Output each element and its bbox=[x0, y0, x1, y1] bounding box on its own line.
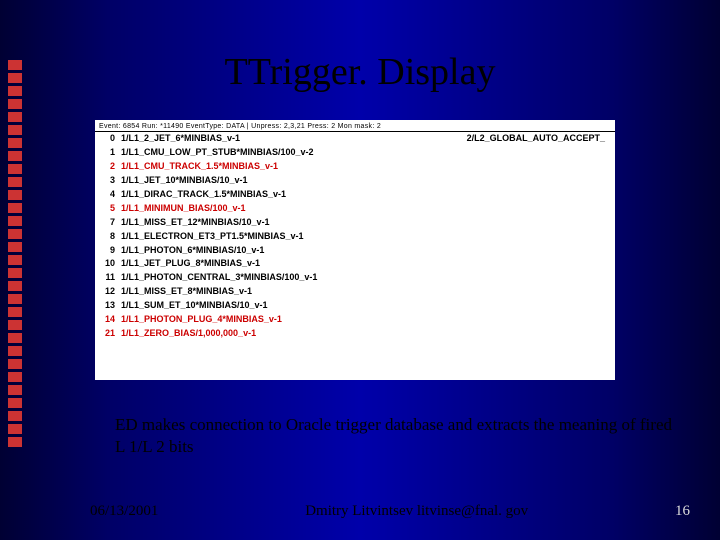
bullet bbox=[8, 99, 22, 109]
bullet bbox=[8, 359, 22, 369]
trigger-row: 31/L1_JET_10*MINBIAS/10_v-1 bbox=[95, 174, 615, 188]
bullet bbox=[8, 203, 22, 213]
bullet bbox=[8, 437, 22, 447]
row-index: 4 bbox=[99, 188, 121, 202]
row-text: 1/L1_PHOTON_6*MINBIAS/10_v-1 bbox=[121, 244, 611, 258]
footer-date: 06/13/2001 bbox=[90, 503, 158, 520]
row-index: 5 bbox=[99, 202, 121, 216]
bullet bbox=[8, 333, 22, 343]
row-index: 14 bbox=[99, 313, 121, 327]
trigger-row: 101/L1_JET_PLUG_8*MINBIAS_v-1 bbox=[95, 257, 615, 271]
bullet bbox=[8, 411, 22, 421]
bullet bbox=[8, 151, 22, 161]
bullet bbox=[8, 177, 22, 187]
row-index: 10 bbox=[99, 257, 121, 271]
row-index: 9 bbox=[99, 244, 121, 258]
footer-page: 16 bbox=[675, 503, 690, 520]
row-text: 1/L1_CMU_TRACK_1.5*MINBIAS_v-1 bbox=[121, 160, 611, 174]
trigger-row: 121/L1_MISS_ET_8*MINBIAS_v-1 bbox=[95, 285, 615, 299]
trigger-row: 11/L1_CMU_LOW_PT_STUB*MINBIAS/100_v-2 bbox=[95, 146, 615, 160]
row-text: 1/L1_MISS_ET_8*MINBIAS_v-1 bbox=[121, 285, 611, 299]
trigger-row: 111/L1_PHOTON_CENTRAL_3*MINBIAS/100_v-1 bbox=[95, 271, 615, 285]
row-text: 1/L1_DIRAC_TRACK_1.5*MINBIAS_v-1 bbox=[121, 188, 611, 202]
bullet bbox=[8, 268, 22, 278]
row-index: 12 bbox=[99, 285, 121, 299]
bullet bbox=[8, 307, 22, 317]
trigger-row: 21/L1_CMU_TRACK_1.5*MINBIAS_v-1 bbox=[95, 160, 615, 174]
row-index: 11 bbox=[99, 271, 121, 285]
row-text: 1/L1_JET_10*MINBIAS/10_v-1 bbox=[121, 174, 611, 188]
decorative-bullets bbox=[8, 60, 22, 447]
trigger-row: 81/L1_ELECTRON_ET3_PT1.5*MINBIAS_v-1 bbox=[95, 230, 615, 244]
page-title: TTrigger. Display bbox=[0, 50, 720, 94]
bullet bbox=[8, 424, 22, 434]
row-text: 1/L1_ZERO_BIAS/1,000,000_v-1 bbox=[121, 327, 611, 341]
row-index: 1 bbox=[99, 146, 121, 160]
row-text: 1/L1_SUM_ET_10*MINBIAS/10_v-1 bbox=[121, 299, 611, 313]
trigger-row: 01/L1_2_JET_6*MINBIAS_v-12/L2_GLOBAL_AUT… bbox=[95, 132, 615, 146]
row-index: 13 bbox=[99, 299, 121, 313]
row-text: 1/L1_ELECTRON_ET3_PT1.5*MINBIAS_v-1 bbox=[121, 230, 611, 244]
trigger-row: 51/L1_MINIMUN_BIAS/100_v-1 bbox=[95, 202, 615, 216]
trigger-row: 91/L1_PHOTON_6*MINBIAS/10_v-1 bbox=[95, 244, 615, 258]
trigger-panel: Event: 6854 Run: *11490 EventType: DATA … bbox=[95, 120, 615, 380]
row-text: 1/L1_CMU_LOW_PT_STUB*MINBIAS/100_v-2 bbox=[121, 146, 611, 160]
bullet bbox=[8, 229, 22, 239]
trigger-row: 141/L1_PHOTON_PLUG_4*MINBIAS_v-1 bbox=[95, 313, 615, 327]
row-index: 7 bbox=[99, 216, 121, 230]
trigger-row: 71/L1_MISS_ET_12*MINBIAS/10_v-1 bbox=[95, 216, 615, 230]
bullet bbox=[8, 216, 22, 226]
bullet bbox=[8, 320, 22, 330]
bullet bbox=[8, 346, 22, 356]
row-index: 8 bbox=[99, 230, 121, 244]
panel-header: Event: 6854 Run: *11490 EventType: DATA … bbox=[95, 120, 615, 132]
bullet bbox=[8, 242, 22, 252]
row-text: 1/L1_MISS_ET_12*MINBIAS/10_v-1 bbox=[121, 216, 611, 230]
bullet bbox=[8, 294, 22, 304]
bullet bbox=[8, 190, 22, 200]
trigger-row: 131/L1_SUM_ET_10*MINBIAS/10_v-1 bbox=[95, 299, 615, 313]
row-extra: 2/L2_GLOBAL_AUTO_ACCEPT_ bbox=[467, 132, 611, 146]
footer: 06/13/2001 Dmitry Litvintsev litvinse@fn… bbox=[0, 503, 720, 520]
trigger-rows: 01/L1_2_JET_6*MINBIAS_v-12/L2_GLOBAL_AUT… bbox=[95, 132, 615, 341]
trigger-row: 211/L1_ZERO_BIAS/1,000,000_v-1 bbox=[95, 327, 615, 341]
row-text: 1/L1_PHOTON_CENTRAL_3*MINBIAS/100_v-1 bbox=[121, 271, 611, 285]
bullet bbox=[8, 164, 22, 174]
row-index: 21 bbox=[99, 327, 121, 341]
row-index: 3 bbox=[99, 174, 121, 188]
bullet bbox=[8, 255, 22, 265]
trigger-row: 41/L1_DIRAC_TRACK_1.5*MINBIAS_v-1 bbox=[95, 188, 615, 202]
row-index: 0 bbox=[99, 132, 121, 146]
row-text: 1/L1_JET_PLUG_8*MINBIAS_v-1 bbox=[121, 257, 611, 271]
row-index: 2 bbox=[99, 160, 121, 174]
bullet bbox=[8, 281, 22, 291]
bullet bbox=[8, 112, 22, 122]
caption-text: ED makes connection to Oracle trigger da… bbox=[115, 414, 675, 458]
row-text: 1/L1_MINIMUN_BIAS/100_v-1 bbox=[121, 202, 611, 216]
row-text: 1/L1_2_JET_6*MINBIAS_v-1 bbox=[121, 132, 467, 146]
bullet bbox=[8, 125, 22, 135]
footer-author: Dmitry Litvintsev litvinse@fnal. gov bbox=[158, 503, 675, 520]
bullet bbox=[8, 138, 22, 148]
row-text: 1/L1_PHOTON_PLUG_4*MINBIAS_v-1 bbox=[121, 313, 611, 327]
bullet bbox=[8, 385, 22, 395]
bullet bbox=[8, 398, 22, 408]
bullet bbox=[8, 372, 22, 382]
